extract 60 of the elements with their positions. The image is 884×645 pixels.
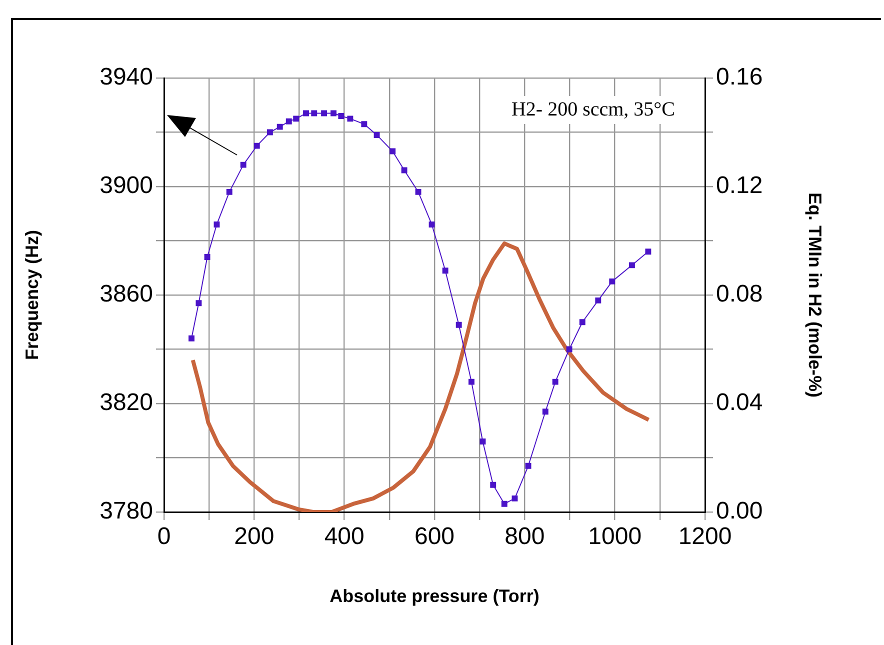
point [196, 300, 202, 306]
y2-tick-label: 0.08 [716, 280, 763, 308]
point [566, 346, 572, 352]
point [266, 129, 273, 136]
point [552, 378, 558, 385]
point [525, 462, 532, 469]
y2-tick-label: 0.00 [716, 498, 763, 525]
point [501, 500, 508, 507]
point [330, 110, 336, 116]
x-tick-label: 400 [324, 523, 364, 550]
point [338, 113, 344, 119]
point [361, 121, 368, 128]
point [204, 254, 210, 260]
x-tick-label: 800 [504, 523, 545, 550]
y2-tick-label: 0.16 [716, 64, 763, 91]
point [286, 118, 292, 124]
point [276, 124, 283, 130]
y2-tick-label: 0.04 [716, 389, 763, 416]
y2-axis-title: Eq. TMIn in H2 (mole-%) [805, 192, 826, 398]
point [415, 188, 422, 195]
y-tick-label: 3780 [100, 498, 153, 525]
point [609, 278, 616, 284]
point [321, 110, 328, 116]
point [468, 378, 474, 385]
point [512, 495, 518, 502]
y2-tick-label: 0.12 [716, 172, 763, 200]
point [456, 322, 462, 328]
point [293, 116, 300, 122]
point [303, 110, 309, 116]
y-tick-label: 3820 [100, 389, 153, 416]
point [645, 248, 652, 255]
y-tick-label: 3940 [100, 64, 153, 91]
point [254, 142, 260, 149]
point [390, 148, 396, 154]
point [214, 222, 220, 228]
point [542, 408, 548, 415]
x-axis-title: Absolute pressure (Torr) [330, 586, 540, 606]
point [490, 482, 496, 488]
point [226, 188, 232, 195]
point [401, 167, 408, 174]
point [311, 110, 318, 116]
annotation: H2- 200 sccm, 35°C [511, 98, 676, 120]
x-tick-label: 200 [234, 523, 274, 550]
point [595, 297, 602, 304]
x-tick-label: 600 [414, 523, 455, 550]
point [347, 116, 354, 122]
point [240, 162, 246, 168]
y-tick-label: 3900 [100, 172, 153, 200]
point [188, 335, 194, 342]
point [480, 438, 486, 444]
point [579, 319, 586, 326]
point [428, 222, 435, 228]
x-tick-label: 0 [157, 523, 171, 550]
point [442, 268, 448, 274]
x-tick-label: 1000 [588, 523, 642, 550]
y-axis-title: Frequency (Hz) [22, 230, 42, 360]
point [374, 132, 380, 138]
point [628, 262, 635, 268]
x-tick-label: 1200 [678, 523, 732, 550]
y-tick-label: 3860 [100, 280, 153, 308]
